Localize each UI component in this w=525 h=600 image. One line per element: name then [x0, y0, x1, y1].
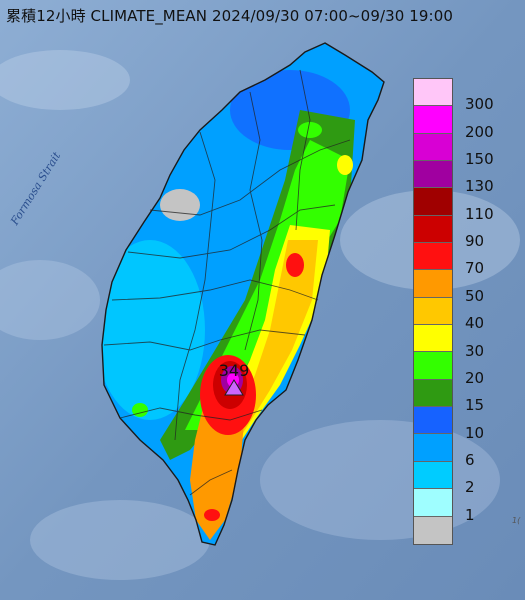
- legend-tick-label: 200: [465, 122, 494, 141]
- legend-tick-label: 150: [465, 150, 494, 169]
- legend-swatch: [414, 215, 452, 244]
- gray-patch: [160, 189, 200, 221]
- legend-tick-label: 15: [465, 396, 485, 415]
- legend-swatch: [414, 243, 452, 271]
- legend-tick-label: 130: [465, 177, 494, 196]
- legend-swatch: [414, 161, 452, 189]
- legend-swatch: [414, 461, 452, 490]
- legend-tick-label: 50: [465, 286, 485, 305]
- legend-swatch: [414, 270, 452, 298]
- legend-tick-label: 110: [465, 204, 494, 223]
- peak-triangle-icon: [224, 379, 244, 396]
- east-red-spot: [286, 253, 304, 277]
- legend-tick-label: 70: [465, 259, 485, 278]
- legend-tick-label: 90: [465, 232, 485, 251]
- legend-swatch: [414, 352, 452, 380]
- legend-swatch: [414, 489, 452, 517]
- legend-swatch: [414, 297, 452, 326]
- legend-swatch: [414, 79, 452, 107]
- legend-swatch: [414, 516, 452, 544]
- legend-swatch: [414, 434, 452, 462]
- legend-tick-label: 10: [465, 423, 485, 442]
- legend-swatch: [414, 325, 452, 353]
- northeast-yellow-spot: [337, 155, 353, 175]
- island-outline: [101, 42, 385, 546]
- legend-tick-label: 300: [465, 95, 494, 114]
- north-green-spot: [298, 122, 322, 138]
- legend-swatch: [414, 106, 452, 134]
- south-orange-zone: [190, 400, 245, 540]
- legend-swatch: [414, 133, 452, 162]
- legend-tick-label: 6: [465, 450, 475, 469]
- legend-swatch: [414, 379, 452, 408]
- legend-swatch: [414, 407, 452, 435]
- legend-tick-label: 30: [465, 341, 485, 360]
- legend-tick-label: 2: [465, 478, 475, 497]
- peak-marker: 349: [219, 361, 250, 396]
- legend-tick-label: 40: [465, 314, 485, 333]
- color-legend: [413, 78, 453, 545]
- legend-tick-label: 1: [465, 505, 475, 524]
- county-borders: [103, 69, 351, 496]
- southwest-green-spot: [132, 403, 148, 417]
- legend-tick-label: 20: [465, 368, 485, 387]
- map-title: 累積12小時 CLIMATE_MEAN 2024/09/30 07:00~09/…: [6, 7, 453, 25]
- corner-label: 1(: [512, 516, 521, 525]
- west-lightblue-zone: [102, 240, 205, 420]
- southtip-red-spot: [204, 509, 220, 521]
- legend-swatch: [414, 188, 452, 216]
- peak-value-label: 349: [219, 361, 250, 380]
